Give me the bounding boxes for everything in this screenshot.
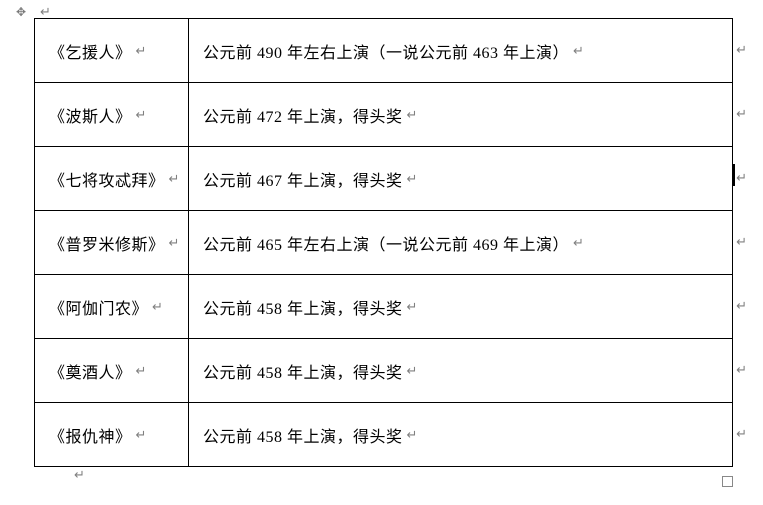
title-text: 《波斯人》 [49, 103, 132, 127]
paragraph-mark-icon: ↵ [136, 363, 147, 379]
table-body: 《乞援人》 ↵ 公元前 490 年左右上演（一说公元前 463 年上演） ↵ 《… [35, 19, 733, 467]
cell-description[interactable]: 公元前 458 年上演，得头奖 ↵ [189, 403, 732, 466]
paragraph-mark-icon: ↵ [407, 363, 418, 379]
cell-title[interactable]: 《波斯人》 ↵ [35, 83, 188, 146]
row-end-mark-icon: ↵ [736, 106, 747, 122]
title-text: 《阿伽门农》 [49, 295, 148, 319]
table-container: 《乞援人》 ↵ 公元前 490 年左右上演（一说公元前 463 年上演） ↵ 《… [34, 18, 732, 483]
paragraph-mark-icon: ↵ [573, 235, 584, 251]
cell-title[interactable]: 《乞援人》 ↵ [35, 19, 188, 82]
cell-title[interactable]: 《奠酒人》 ↵ [35, 339, 188, 402]
cell-description[interactable]: 公元前 458 年上演，得头奖 ↵ [189, 275, 732, 338]
description-text: 公元前 472 年上演，得头奖 [203, 103, 403, 127]
cell-description[interactable]: 公元前 472 年上演，得头奖 ↵ [189, 83, 732, 146]
row-end-mark-icon: ↵ [736, 42, 747, 58]
description-text: 公元前 467 年上演，得头奖 [203, 167, 403, 191]
row-end-mark-icon: ↵ [736, 362, 747, 378]
paragraph-mark-icon: ↵ [136, 43, 147, 59]
paragraph-mark-icon: ↵ [169, 171, 180, 187]
cell-description[interactable]: 公元前 490 年左右上演（一说公元前 463 年上演） ↵ [189, 19, 732, 82]
title-text: 《普罗米修斯》 [49, 231, 165, 255]
table-row[interactable]: 《报仇神》 ↵ 公元前 458 年上演，得头奖 ↵ [35, 403, 733, 467]
cell-title[interactable]: 《普罗米修斯》 ↵ [35, 211, 188, 274]
title-text: 《七将攻忒拜》 [49, 167, 165, 191]
paragraph-mark-icon: ↵ [407, 107, 418, 123]
paragraph-mark-icon: ↵ [407, 427, 418, 443]
paragraph-mark-icon: ↵ [407, 171, 418, 187]
paragraph-mark-icon: ↵ [74, 467, 732, 483]
table-row[interactable]: 《乞援人》 ↵ 公元前 490 年左右上演（一说公元前 463 年上演） ↵ [35, 19, 733, 83]
paragraph-mark-icon: ↵ [136, 107, 147, 123]
table-row[interactable]: 《阿伽门农》 ↵ 公元前 458 年上演，得头奖 ↵ [35, 275, 733, 339]
cell-title[interactable]: 《七将攻忒拜》 ↵ [35, 147, 188, 210]
table-row[interactable]: 《波斯人》 ↵ 公元前 472 年上演，得头奖 ↵ [35, 83, 733, 147]
paragraph-mark-icon: ↵ [573, 43, 584, 59]
paragraph-mark-icon: ↵ [169, 235, 180, 251]
cell-title[interactable]: 《阿伽门农》 ↵ [35, 275, 188, 338]
title-text: 《报仇神》 [49, 423, 132, 447]
description-text: 公元前 458 年上演，得头奖 [203, 423, 403, 447]
cell-description[interactable]: 公元前 467 年上演，得头奖 ↵ [189, 147, 732, 210]
description-text: 公元前 465 年左右上演（一说公元前 469 年上演） [203, 231, 569, 255]
cell-description[interactable]: 公元前 465 年左右上演（一说公元前 469 年上演） ↵ [189, 211, 732, 274]
table-move-handle-icon[interactable]: ✥ [16, 6, 26, 18]
plays-table: 《乞援人》 ↵ 公元前 490 年左右上演（一说公元前 463 年上演） ↵ 《… [34, 18, 733, 467]
title-text: 《乞援人》 [49, 39, 132, 63]
description-text: 公元前 458 年上演，得头奖 [203, 295, 403, 319]
description-text: 公元前 490 年左右上演（一说公元前 463 年上演） [203, 39, 569, 63]
cell-title[interactable]: 《报仇神》 ↵ [35, 403, 188, 466]
row-end-mark-icon: ↵ [736, 298, 747, 314]
title-text: 《奠酒人》 [49, 359, 132, 383]
paragraph-mark-icon: ↵ [152, 299, 163, 315]
description-text: 公元前 458 年上演，得头奖 [203, 359, 403, 383]
table-row[interactable]: 《奠酒人》 ↵ 公元前 458 年上演，得头奖 ↵ [35, 339, 733, 403]
table-resize-handle-icon[interactable] [722, 476, 733, 487]
table-row[interactable]: 《七将攻忒拜》 ↵ 公元前 467 年上演，得头奖 ↵ [35, 147, 733, 211]
row-end-mark-icon: ↵ [736, 234, 747, 250]
row-end-mark-icon: ↵ [736, 426, 747, 442]
paragraph-mark-icon: ↵ [407, 299, 418, 315]
cell-description[interactable]: 公元前 458 年上演，得头奖 ↵ [189, 339, 732, 402]
text-caret-icon [732, 164, 735, 186]
row-end-mark-icon: ↵ [736, 170, 747, 186]
paragraph-mark-icon: ↵ [136, 427, 147, 443]
table-row[interactable]: 《普罗米修斯》 ↵ 公元前 465 年左右上演（一说公元前 469 年上演） ↵ [35, 211, 733, 275]
